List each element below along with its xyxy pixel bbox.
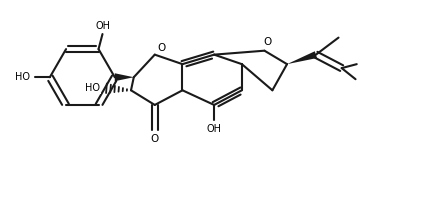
Text: O: O	[158, 43, 166, 52]
Text: OH: OH	[96, 21, 111, 31]
Polygon shape	[115, 73, 134, 81]
Text: O: O	[263, 37, 271, 47]
Polygon shape	[287, 51, 317, 64]
Text: O: O	[151, 134, 159, 144]
Text: OH: OH	[207, 124, 222, 134]
Text: HO: HO	[85, 83, 100, 93]
Text: HO: HO	[15, 72, 30, 82]
